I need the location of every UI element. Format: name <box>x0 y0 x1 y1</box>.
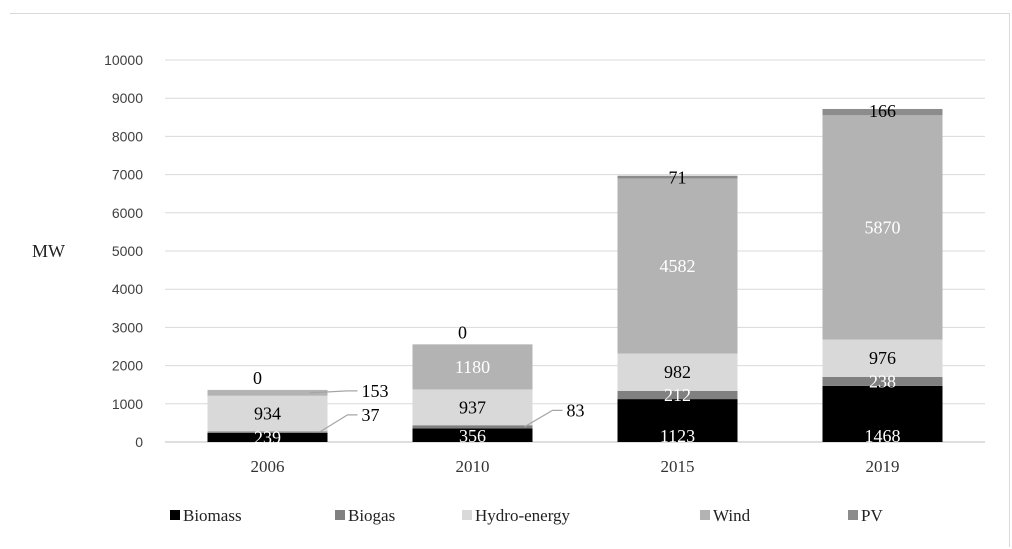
data-label-pv: 166 <box>869 101 896 121</box>
leader-line <box>319 414 358 433</box>
y-tick-label: 5000 <box>112 243 143 259</box>
bar-segment-biomass <box>822 385 943 442</box>
data-label-biomass: 356 <box>459 426 486 446</box>
leader-line <box>309 390 358 394</box>
data-label-hydro-energy: 937 <box>459 397 486 417</box>
data-label-wind: 1180 <box>455 357 490 377</box>
legend-swatch-biogas <box>335 510 345 520</box>
bar-segment-wind <box>412 344 533 390</box>
data-label-biomass: 1468 <box>865 426 901 446</box>
bar-segment-pv <box>822 108 943 116</box>
y-axis-title: MW <box>32 241 65 261</box>
data-label-wind: 153 <box>362 381 389 401</box>
legend-swatch-wind <box>700 510 710 520</box>
bar-segment-hydro-energy <box>822 339 943 377</box>
data-label-pv: 71 <box>669 168 687 188</box>
bar-segment-pv <box>617 175 738 179</box>
y-tick-label: 0 <box>135 434 143 450</box>
bar-segment-biogas <box>822 376 943 386</box>
legend-label-wind: Wind <box>713 506 751 525</box>
data-label-biogas: 238 <box>869 371 896 391</box>
bar-segment-biogas <box>412 425 533 429</box>
x-tick-label: 2015 <box>661 457 695 476</box>
legend-label-biogas: Biogas <box>348 506 395 525</box>
data-label-hydro-energy: 934 <box>254 404 281 424</box>
x-tick-label: 2010 <box>456 457 490 476</box>
data-label-biogas: 83 <box>567 400 585 420</box>
bar-segment-hydro-energy <box>412 389 533 426</box>
bar-segment-biogas <box>207 431 328 433</box>
y-tick-label: 2000 <box>112 358 143 374</box>
y-tick-label: 3000 <box>112 319 143 335</box>
x-tick-label: 2019 <box>866 457 900 476</box>
chart-frame <box>10 13 1010 547</box>
data-label-wind: 5870 <box>865 217 901 237</box>
y-tick-label: 9000 <box>112 90 143 106</box>
bar-segment-hydro-energy <box>617 353 738 392</box>
y-tick-label: 8000 <box>112 128 143 144</box>
data-label-biomass: 239 <box>254 427 281 447</box>
bar-segment-hydro-energy <box>207 395 328 432</box>
legend-swatch-pv <box>848 510 858 520</box>
bar-segment-wind <box>207 389 328 396</box>
data-label-hydro-energy: 976 <box>869 348 896 368</box>
data-label-wind: 4582 <box>660 256 696 276</box>
data-label-biogas: 212 <box>664 385 691 405</box>
legend-label-hydro-energy: Hydro-energy <box>475 506 571 525</box>
y-tick-label: 10000 <box>104 52 143 68</box>
leader-line <box>524 409 563 428</box>
legend-label-pv: PV <box>861 506 883 525</box>
legend-swatch-hydro-energy <box>462 510 472 520</box>
y-tick-label: 1000 <box>112 396 143 412</box>
bar-segment-biomass <box>412 428 533 442</box>
data-label-pv: 0 <box>253 368 262 388</box>
bar-segment-wind <box>822 115 943 340</box>
bar-segment-wind <box>617 178 738 354</box>
y-tick-label: 7000 <box>112 167 143 183</box>
y-tick-label: 6000 <box>112 205 143 221</box>
bar-segment-biogas <box>617 391 738 400</box>
data-label-biomass: 1123 <box>660 426 695 446</box>
y-tick-label: 4000 <box>112 281 143 297</box>
data-label-pv: 0 <box>458 322 467 342</box>
bar-segment-biomass <box>617 399 738 442</box>
x-tick-label: 2006 <box>251 457 285 476</box>
legend-label-biomass: Biomass <box>183 506 242 525</box>
legend-swatch-biomass <box>170 510 180 520</box>
data-label-biogas: 37 <box>362 405 380 425</box>
data-label-hydro-energy: 982 <box>664 362 691 382</box>
bar-segment-biomass <box>207 432 328 442</box>
